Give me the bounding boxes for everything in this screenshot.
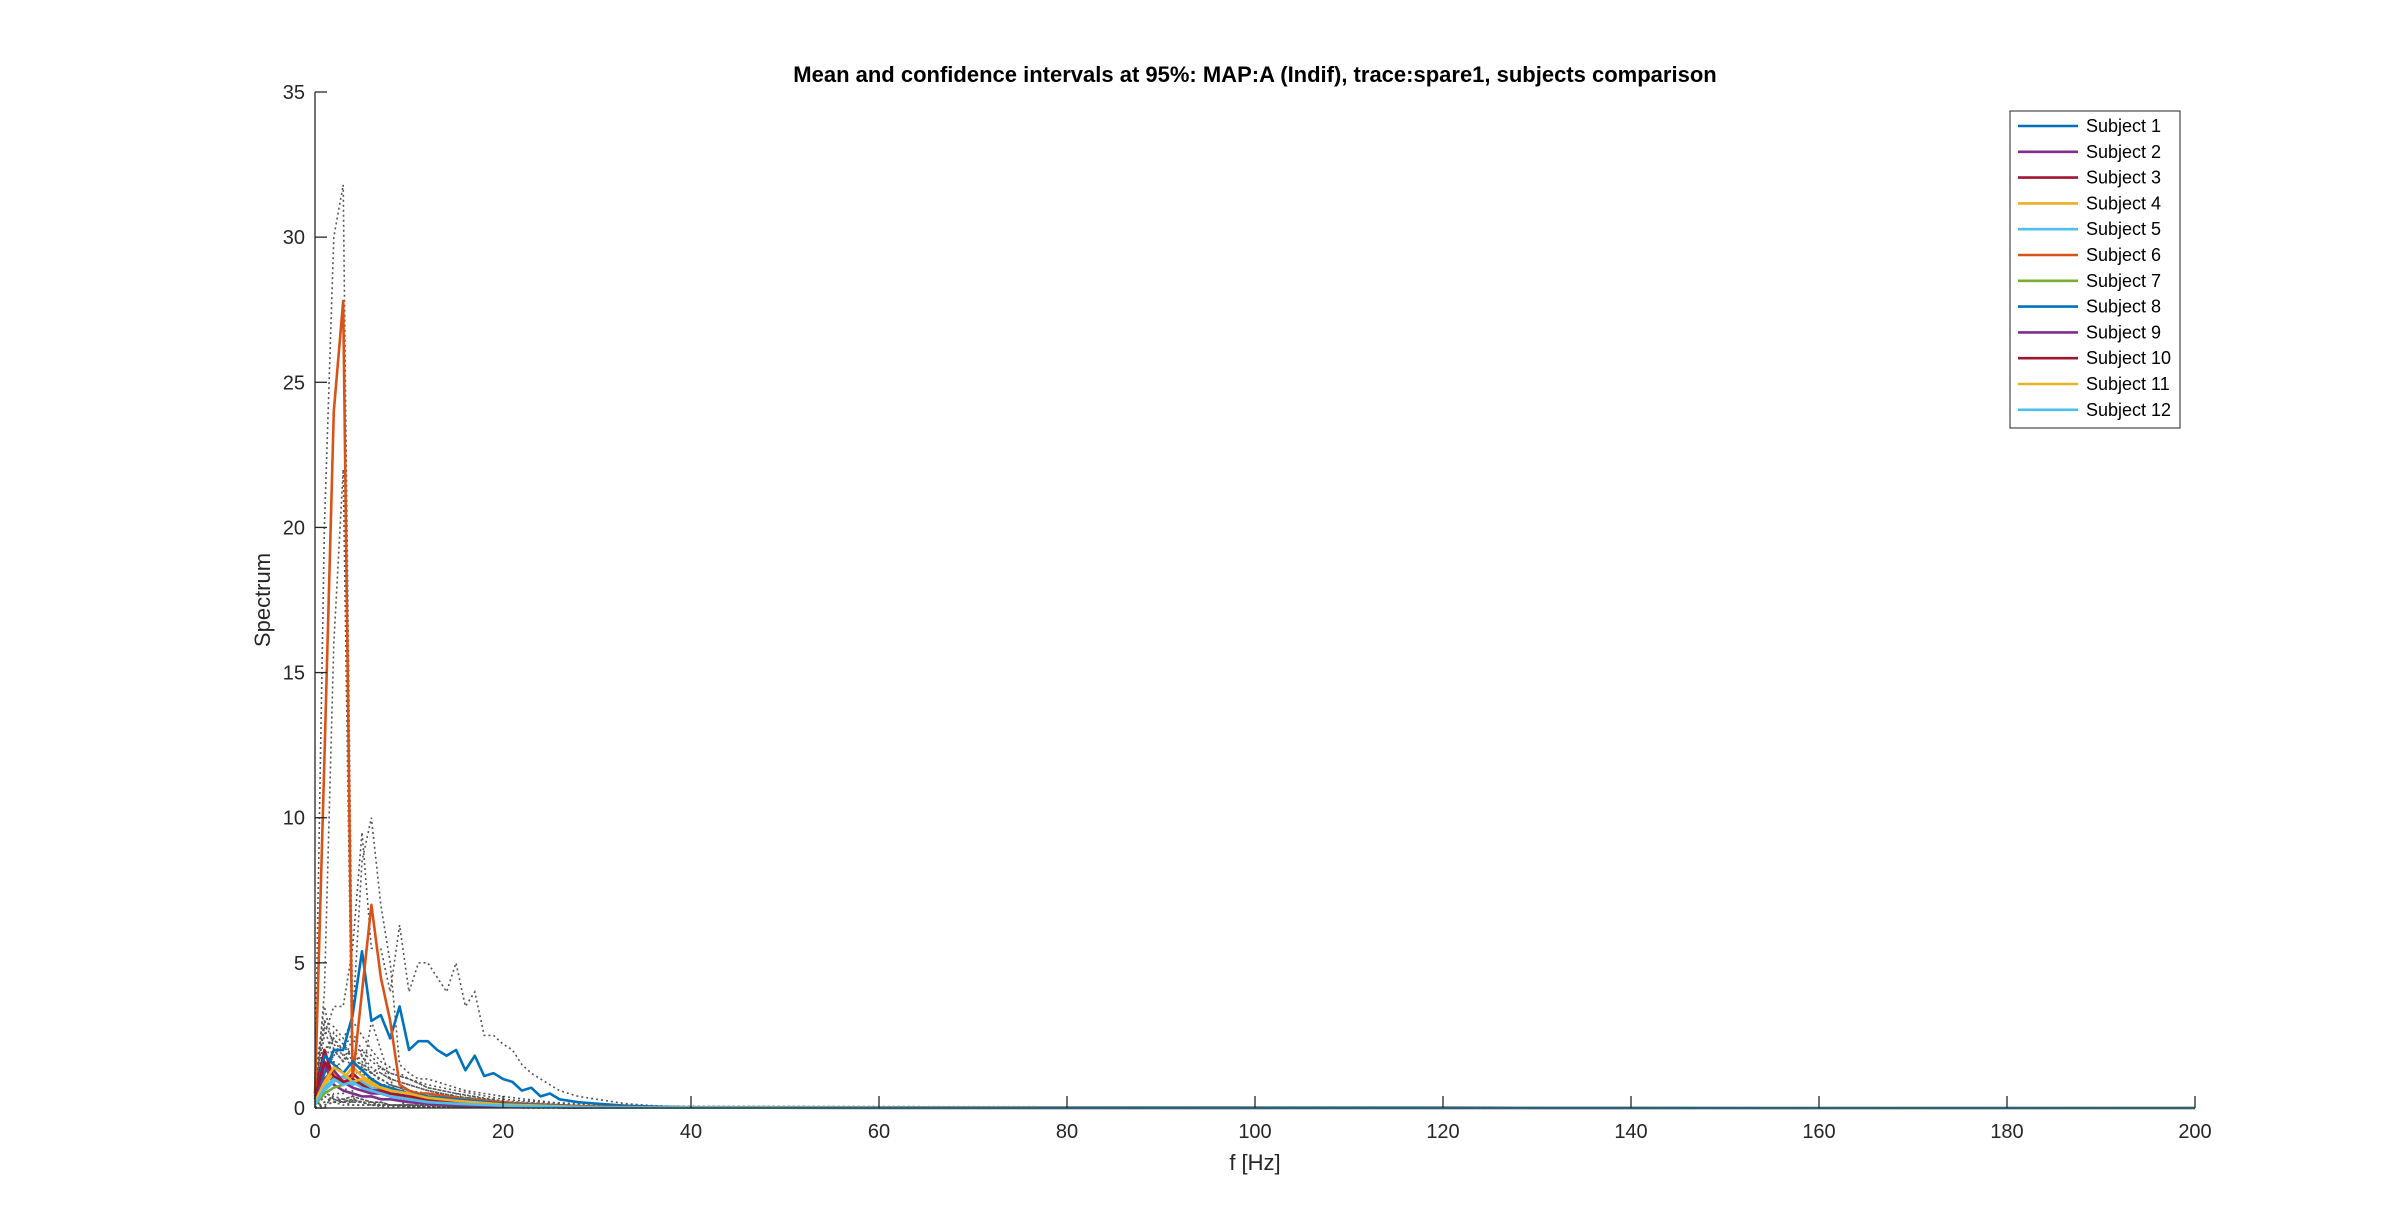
subject-8-ci-upper-line: [314, 1019, 2196, 1109]
legend: Subject 1 Subject 2 Subject 3 Subject 4 Subj…: [2009, 110, 2181, 429]
x-tick-label: 200: [2178, 1121, 2211, 1143]
x-tick-label: 0: [309, 1121, 320, 1143]
subject-6-ci-upper-line: [314, 184, 2196, 1109]
legend-entry: Subject 6: [2086, 245, 2161, 265]
y-ticks: 0 5 10 15 20 25 30 35: [283, 82, 327, 1120]
subject-12-line: [313, 1077, 2196, 1110]
y-tick-label: 30: [283, 227, 305, 249]
legend-entry: Subject 5: [2086, 219, 2161, 239]
subject-11-ci-upper-line: [314, 1030, 2196, 1109]
x-tick-label: 140: [1614, 1121, 1647, 1143]
y-tick-label: 25: [283, 372, 305, 394]
y-tick-label: 35: [283, 82, 305, 104]
subject-11-ci-lower-line: [314, 1095, 2195, 1109]
y-tick-label: 0: [294, 1098, 305, 1120]
legend-entry: Subject 11: [2086, 374, 2170, 394]
legend-entry: Subject 4: [2086, 193, 2161, 213]
x-tick-label: 160: [1802, 1121, 1835, 1143]
subject-12-ci-upper-line: [314, 1048, 2196, 1109]
x-tick-label: 80: [1056, 1121, 1078, 1143]
legend-box: [2009, 110, 2181, 429]
x-tick-label: 120: [1426, 1121, 1459, 1143]
subject-1-ci-upper-line: [314, 832, 2196, 1109]
y-tick-label: 5: [294, 953, 305, 975]
x-tick-label: 180: [1990, 1121, 2023, 1143]
legend-entry: Subject 9: [2086, 322, 2161, 342]
legend-entry: Subject 8: [2086, 297, 2161, 317]
series-layer: [313, 299, 2196, 1110]
subject-1-line: [313, 949, 2196, 1110]
y-tick-label: 20: [283, 517, 305, 539]
legend-entry: Subject 2: [2086, 142, 2161, 162]
y-tick-label: 15: [283, 663, 305, 685]
chart-title: Mean and confidence intervals at 95%: MA…: [793, 62, 1716, 87]
x-tick-label: 60: [868, 1121, 890, 1143]
x-tick-label: 100: [1238, 1121, 1271, 1143]
legend-items: Subject 1 Subject 2 Subject 3 Subject 4 Subj…: [2018, 116, 2171, 420]
legend-entry: Subject 12: [2086, 400, 2171, 420]
x-ticks: 0 20 40 60 80 100 120 140 160 180 200: [309, 1096, 2212, 1143]
subject-5-ci-upper-line: [314, 1042, 2196, 1109]
plot-area: 0 20 40 60 80 100 120 140 160 180 200 0 5 10 15 20 25 30…: [283, 82, 2212, 1143]
axes-background: [315, 92, 2195, 1108]
y-axis-label: Spectrum: [250, 553, 275, 647]
x-axis-label: f [Hz]: [1229, 1150, 1280, 1175]
x-tick-label: 40: [680, 1121, 702, 1143]
legend-entry: Subject 7: [2086, 271, 2161, 291]
subject-11-line: [313, 1066, 2196, 1110]
x-tick-label: 20: [492, 1121, 514, 1143]
subject-4-ci-upper-line: [314, 1030, 2196, 1109]
legend-entry: Subject 10: [2086, 348, 2171, 368]
y-tick-label: 10: [283, 808, 305, 830]
legend-entry: Subject 3: [2086, 168, 2161, 188]
legend-entry: Subject 1: [2086, 116, 2161, 136]
